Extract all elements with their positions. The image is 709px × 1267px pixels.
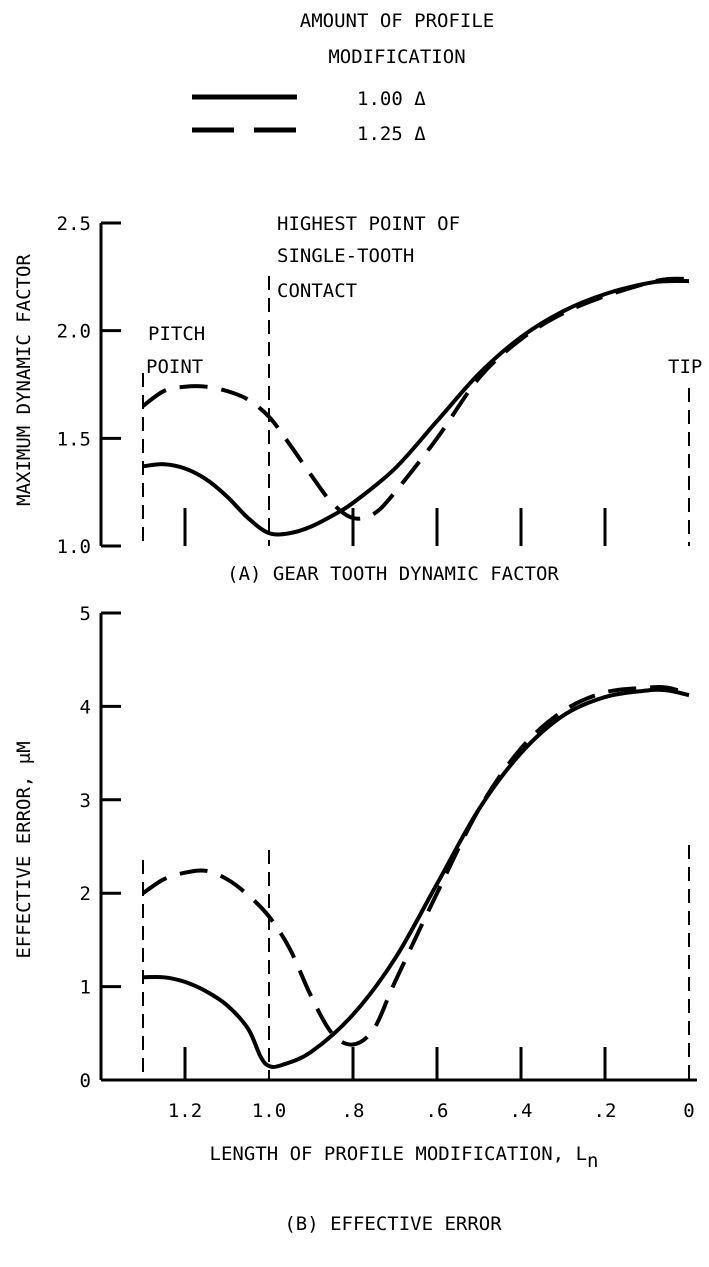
chart-b-x-tick-label: .4 [510,1100,533,1122]
chart-b-y-tick-label: 4 [80,696,91,718]
chart-b-y-tick-label: 1 [80,977,91,999]
chart-b-reference-lines [142,845,690,1080]
chart-b-y-label: EFFECTIVE ERROR, μM [13,741,35,958]
chart-b-x-tick-label: 1.0 [252,1100,286,1122]
chart-b-x-label: LENGTH OF PROFILE MODIFICATION, Ln [210,1143,599,1172]
chart-a-annotation-highest-3: CONTACT [277,280,357,302]
chart-a: 1.0 1.5 2.0 2.5 PITCH POINT HIGHEST POINT O… [13,213,702,585]
chart-b-y-ticks: 0 1 2 3 4 5 [80,603,121,1092]
chart-b-title: (B) EFFECTIVE ERROR [284,1213,502,1235]
chart-b-y-tick-label: 5 [80,603,91,625]
chart-a-y-label: MAXIMUM DYNAMIC FACTOR [13,254,35,506]
chart-a-annotation-pitch-1: PITCH [148,323,205,345]
chart-a-annotation-pitch-2: POINT [146,356,203,378]
chart-a-x-ticks [183,508,607,546]
chart-b-series-dashed [141,684,690,1047]
chart-b-x-ticks: 1.2 1.0 .8 .6 .4 .2 0 [168,1047,695,1122]
chart-b-x-tick-label: .6 [426,1100,449,1122]
chart-b-y-tick-label: 3 [80,790,91,812]
chart-a-y-tick-label: 2.0 [57,321,91,343]
chart-a-annotation-highest-2: SINGLE-TOOTH [277,245,414,267]
chart-b-series-solid [142,687,690,1069]
chart-a-annotation-tip: TIP [668,356,702,378]
legend-dashed-label: 1.25 Δ [357,123,426,145]
chart-a-series-dashed [141,276,690,521]
chart-b-x-tick-label: 1.2 [168,1100,202,1122]
chart-b-x-label-subscript: n [587,1150,598,1172]
chart-b-x-label-main: LENGTH OF PROFILE MODIFICATION, L [210,1143,588,1165]
chart-b-y-tick-label: 0 [80,1070,91,1092]
chart-a-y-tick-label: 2.5 [57,213,91,235]
chart-b-x-tick-label: .2 [594,1100,617,1122]
legend-solid-label: 1.00 Δ [357,88,426,110]
chart-a-reference-lines [142,276,690,546]
legend: AMOUNT OF PROFILE MODIFICATION 1.00 Δ 1.… [192,10,494,145]
chart-b-y-tick-label: 2 [80,883,91,905]
chart-b-x-tick-label: 0 [683,1100,694,1122]
chart-a-y-tick-label: 1.0 [57,536,91,558]
chart-a-title: (A) GEAR TOOTH DYNAMIC FACTOR [227,563,559,585]
chart-a-annotation-highest-1: HIGHEST POINT OF [277,213,460,235]
chart-b: 0 1 2 3 4 5 1.2 1.0 .8 .6 .4 .2 0 EFFECTIVE ERROR, … [13,603,697,1235]
legend-title-line1: AMOUNT OF PROFILE [300,10,494,32]
legend-title-line2: MODIFICATION [328,46,465,68]
chart-b-x-tick-label: .8 [342,1100,365,1122]
chart-a-series-solid [142,278,690,537]
chart-a-y-tick-label: 1.5 [57,428,91,450]
chart-a-y-ticks: 1.0 1.5 2.0 2.5 [57,213,121,558]
